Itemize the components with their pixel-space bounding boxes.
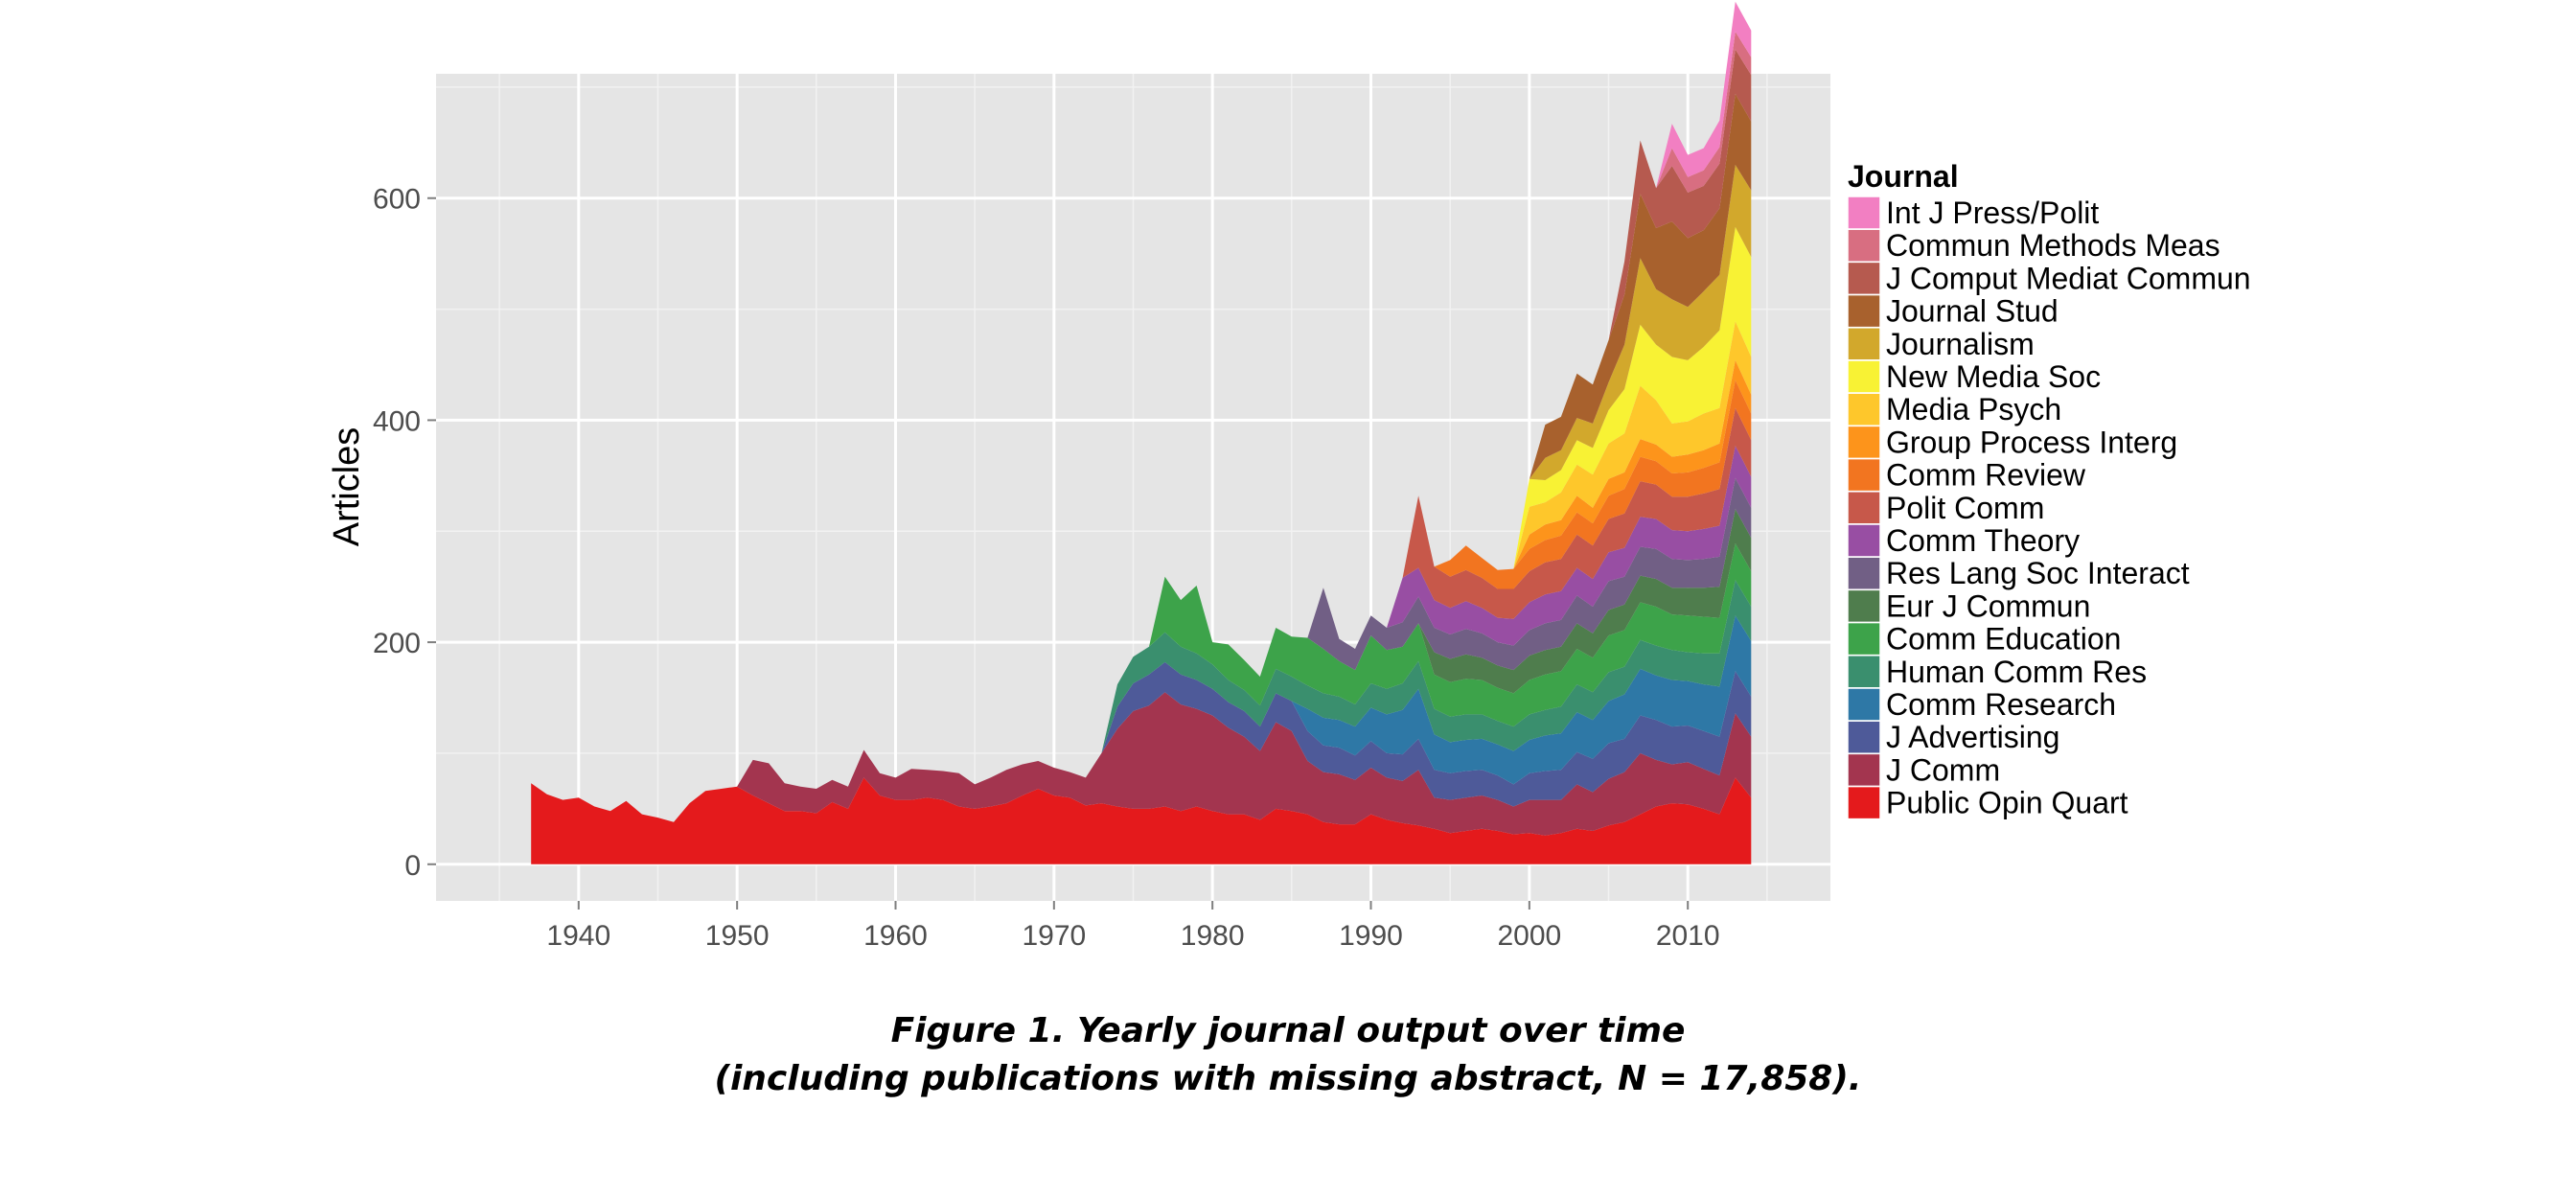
legend-swatch-comm-theory	[1847, 523, 1881, 558]
area-comm-research	[531, 615, 1752, 822]
x-tick-label: 2000	[1497, 920, 1561, 952]
legend-label-human-comm-res: Human Comm Res	[1886, 655, 2147, 689]
x-tick-label: 1980	[1181, 920, 1245, 952]
legend-label-j-advertising: J Advertising	[1886, 720, 2059, 754]
legend-label-int-j-press-polit: Int J Press/Polit	[1886, 196, 2099, 230]
legend-label-comm-review: Comm Review	[1886, 458, 2086, 493]
legend-label-public-opin-quart: Public Opin Quart	[1886, 786, 2128, 820]
area-comm-theory	[531, 446, 1752, 822]
area-series-group	[531, 1, 1752, 864]
figure-caption-line-2: (including publications with missing abs…	[714, 1059, 1862, 1098]
legend-swatch-journalism	[1847, 327, 1881, 361]
legend-label-res-lang-soc-interact: Res Lang Soc Interact	[1886, 556, 2190, 590]
y-tick-label: 400	[373, 405, 421, 437]
area-res-lang-soc-interact	[531, 477, 1752, 822]
legend-swatch-res-lang-soc-interact	[1847, 556, 1881, 590]
area-polit-comm	[531, 407, 1752, 822]
figure-caption-line-1: Figure 1. Yearly journal output over tim…	[890, 1011, 1686, 1050]
legend-label-commun-methods-meas: Commun Methods Meas	[1886, 228, 2220, 263]
y-axis: 0 200 400 600	[373, 184, 436, 882]
legend-label-comm-research: Comm Research	[1886, 687, 2116, 722]
legend-swatch-comm-education	[1847, 621, 1881, 657]
x-tick-label: 1950	[705, 920, 770, 952]
legend-label-eur-j-commun: Eur J Commun	[1886, 588, 2090, 623]
x-tick-label: 2010	[1656, 920, 1720, 952]
legend-label-j-comm: J Comm	[1886, 752, 2000, 787]
legend-label-group-process-interg: Group Process Interg	[1886, 425, 2177, 459]
x-tick-label: 1940	[546, 920, 610, 952]
legend-label-comm-education: Comm Education	[1886, 622, 2121, 657]
legend-label-new-media-soc: New Media Soc	[1886, 359, 2101, 394]
legend-swatch-human-comm-res	[1847, 655, 1881, 689]
y-tick-label: 200	[373, 628, 421, 659]
legend-label-media-psych: Media Psych	[1886, 392, 2061, 426]
x-axis: 1940 1950 1960 1970 1980 1990 2000 2010	[546, 901, 1720, 952]
legend-swatch-int-j-press-polit	[1847, 196, 1881, 230]
legend-swatch-new-media-soc	[1847, 359, 1881, 394]
legend-swatch-j-advertising	[1847, 720, 1881, 754]
area-j-advertising	[531, 661, 1752, 822]
legend-label-comm-theory: Comm Theory	[1886, 523, 2080, 558]
legend-swatch-comm-review	[1847, 457, 1881, 493]
area-public-opin-quart	[531, 777, 1752, 864]
legend-swatch-media-psych	[1847, 392, 1881, 426]
legend-swatch-journal-stud	[1847, 293, 1881, 329]
legend-swatch-j-comm	[1847, 752, 1881, 788]
y-tick-label: 600	[373, 184, 421, 216]
legend-swatch-commun-methods-meas	[1847, 228, 1881, 263]
x-tick-label: 1960	[863, 920, 928, 952]
legend-swatch-group-process-interg	[1847, 425, 1881, 460]
area-j-comm	[531, 692, 1752, 836]
y-axis-title: Articles	[327, 427, 367, 547]
legend-label-polit-comm: Polit Comm	[1886, 491, 2044, 525]
legend-label-journal-stud: Journal Stud	[1886, 294, 2058, 329]
legend-swatch-comm-research	[1847, 687, 1881, 722]
x-tick-label: 1970	[1022, 920, 1086, 952]
legend-swatch-public-opin-quart	[1847, 785, 1881, 820]
y-tick-label: 0	[404, 850, 421, 882]
legend-swatch-polit-comm	[1847, 491, 1881, 525]
legend-label-j-comput-mediat-commun: J Comput Mediat Commun	[1886, 261, 2251, 295]
legend-label-journalism: Journalism	[1886, 327, 2035, 361]
legend-title: Journal	[1848, 159, 1959, 194]
legend-swatch-eur-j-commun	[1847, 588, 1881, 624]
legend-swatch-j-comput-mediat-commun	[1847, 261, 1881, 296]
x-tick-label: 1990	[1339, 920, 1403, 952]
